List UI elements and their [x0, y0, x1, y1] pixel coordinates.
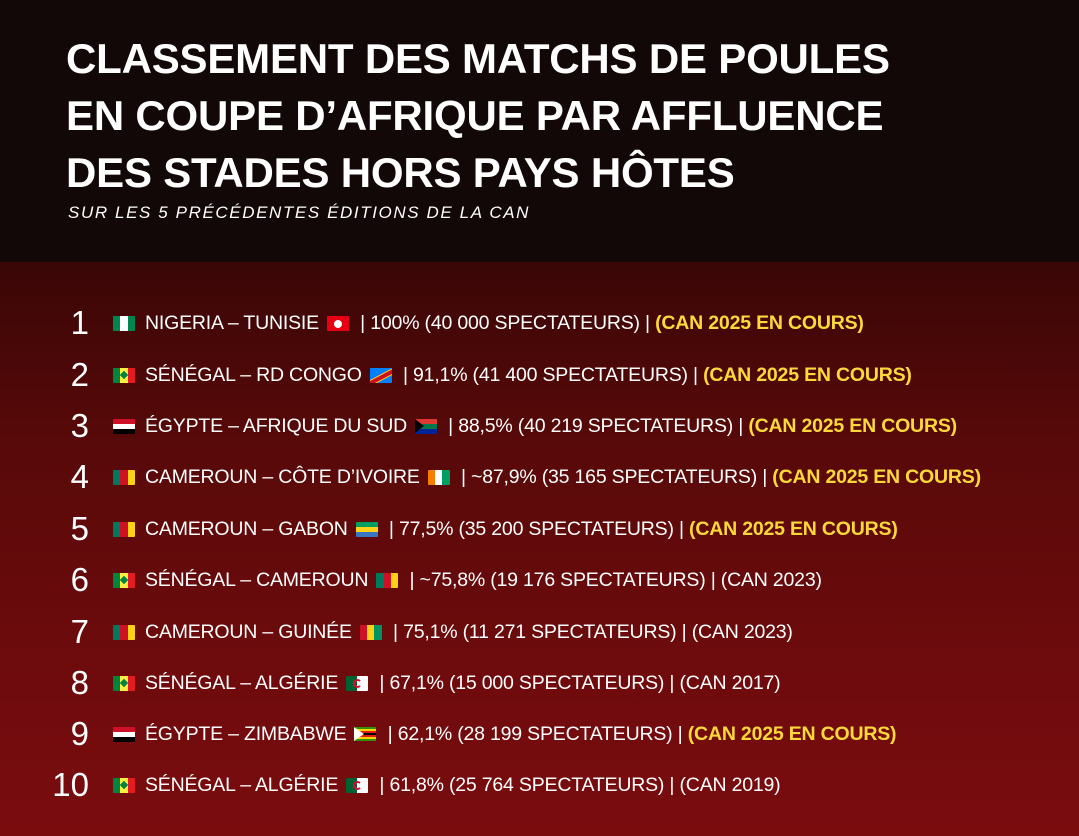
attendance-stats: | 67,1% (15 000 SPECTATEURS) |: [374, 671, 680, 694]
title-line-1: CLASSEMENT DES MATCHS DE POULES: [66, 35, 890, 82]
attendance-stats: | 62,1% (28 199 SPECTATEURS) |: [382, 722, 688, 745]
row-content: SÉNÉGAL – RD CONGO | 91,1% (41 400 SPECT…: [113, 353, 912, 397]
match-label: SÉNÉGAL – CAMEROUN: [145, 568, 369, 591]
edition-label: (CAN 2019): [679, 773, 781, 796]
ranking-row: 2 SÉNÉGAL – RD CONGO | 91,1% (41 400 SPEC…: [0, 353, 1079, 397]
dr-congo-flag-icon: [369, 367, 392, 383]
match-label: SÉNÉGAL – ALGÉRIE: [145, 671, 339, 694]
page-title: CLASSEMENT DES MATCHS DE POULES EN COUPE…: [66, 30, 1066, 201]
attendance-stats: | 88,5% (40 219 SPECTATEURS) |: [442, 414, 749, 437]
zimbabwe-flag-icon: [354, 726, 377, 742]
attendance-stats: | 91,1% (41 400 SPECTATEURS) |: [397, 363, 704, 386]
match-label: ÉGYPTE – AFRIQUE DU SUD: [145, 414, 407, 437]
attendance-stats: | ~87,9% (35 165 SPECTATEURS) |: [455, 465, 773, 488]
edition-label: (CAN 2025 EN COURS): [772, 465, 981, 488]
rank-number: 7: [70, 613, 89, 650]
row-content: CAMEROUN – GUINÉE | 75,1% (11 271 SPECTA…: [113, 610, 793, 654]
match-label: CAMEROUN – GABON: [145, 517, 348, 540]
edition-label: (CAN 2025 EN COURS): [748, 414, 957, 437]
guinea-flag-icon: [359, 624, 382, 640]
rank-number: 1: [70, 304, 89, 341]
edition-label: (CAN 2023): [720, 568, 822, 591]
nigeria-flag-icon: [113, 315, 135, 331]
row-content: CAMEROUN – CÔTE D’IVOIRE | ~87,9% (35 16…: [113, 455, 981, 499]
edition-label: (CAN 2023): [691, 620, 793, 643]
ranking-row: 7 CAMEROUN – GUINÉE | 75,1% (11 271 SPECT…: [0, 610, 1079, 654]
egypt-flag-icon: [113, 726, 135, 742]
ranking-row: 5 CAMEROUN – GABON | 77,5% (35 200 SPECTA…: [0, 507, 1079, 551]
row-content: CAMEROUN – GABON | 77,5% (35 200 SPECTAT…: [113, 507, 898, 551]
row-content: SÉNÉGAL – ALGÉRIE | 61,8% (25 764 SPECTA…: [113, 763, 781, 807]
algeria-flag-icon: [346, 675, 369, 691]
ranking-list: [0, 262, 1079, 836]
senegal-flag-icon: [113, 777, 135, 793]
match-label: SÉNÉGAL – RD CONGO: [145, 363, 362, 386]
rank-number: 5: [70, 510, 89, 547]
cameroon-flag-icon: [113, 469, 135, 485]
header: CLASSEMENT DES MATCHS DE POULES EN COUPE…: [0, 0, 1079, 262]
edition-label: (CAN 2025 EN COURS): [687, 722, 897, 745]
row-content: ÉGYPTE – ZIMBABWE | 62,1% (28 199 SPECTA…: [113, 712, 897, 756]
ranking-row: 1 NIGERIA – TUNISIE | 100% (40 000 SPECTA…: [0, 301, 1079, 345]
cameroon-flag-icon: [376, 572, 399, 588]
row-content: SÉNÉGAL – CAMEROUN | ~75,8% (19 176 SPEC…: [113, 558, 822, 602]
row-content: ÉGYPTE – AFRIQUE DU SUD | 88,5% (40 219 …: [113, 404, 957, 448]
row-content: SÉNÉGAL – ALGÉRIE | 67,1% (15 000 SPECTA…: [113, 661, 781, 705]
ranking-row: 10 SÉNÉGAL – ALGÉRIE | 61,8% (25 764 SPEC…: [0, 763, 1079, 807]
senegal-flag-icon: [113, 572, 135, 588]
edition-label: (CAN 2017): [679, 671, 781, 694]
edition-label: (CAN 2025 EN COURS): [655, 311, 864, 334]
gabon-flag-icon: [355, 521, 378, 537]
row-content: NIGERIA – TUNISIE | 100% (40 000 SPECTAT…: [113, 301, 864, 345]
tunisia-flag-icon: [326, 315, 349, 331]
attendance-stats: | ~75,8% (19 176 SPECTATEURS) |: [404, 568, 721, 591]
senegal-flag-icon: [113, 367, 135, 383]
ranking-row: 8 SÉNÉGAL – ALGÉRIE | 67,1% (15 000 SPECT…: [0, 661, 1079, 705]
rank-number: 8: [70, 664, 89, 701]
rank-number: 4: [70, 458, 89, 495]
rank-number: 2: [70, 356, 89, 393]
egypt-flag-icon: [113, 418, 135, 434]
ranking-row: 6 SÉNÉGAL – CAMEROUN | ~75,8% (19 176 SPE…: [0, 558, 1079, 602]
attendance-stats: | 75,1% (11 271 SPECTATEURS) |: [387, 620, 692, 643]
subtitle: SUR LES 5 PRÉCÉDENTES ÉDITIONS DE LA CAN: [68, 203, 531, 222]
match-label: ÉGYPTE – ZIMBABWE: [145, 722, 347, 745]
ivory-coast-flag-icon: [427, 469, 450, 485]
match-label: CAMEROUN – CÔTE D’IVOIRE: [145, 465, 420, 488]
match-label: SÉNÉGAL – ALGÉRIE: [145, 773, 339, 796]
attendance-stats: | 61,8% (25 764 SPECTATEURS) |: [374, 773, 680, 796]
match-label: NIGERIA – TUNISIE: [145, 311, 319, 334]
cameroon-flag-icon: [113, 521, 135, 537]
attendance-stats: | 100% (40 000 SPECTATEURS) |: [354, 311, 656, 334]
match-label: CAMEROUN – GUINÉE: [145, 620, 352, 643]
south-africa-flag-icon: [414, 418, 437, 434]
rank-number: 9: [70, 715, 89, 752]
cameroon-flag-icon: [113, 624, 135, 640]
attendance-stats: | 77,5% (35 200 SPECTATEURS) |: [383, 517, 690, 540]
title-line-2: EN COUPE D’AFRIQUE PAR AFFLUENCE: [66, 92, 884, 139]
algeria-flag-icon: [346, 777, 369, 793]
rank-number: 6: [70, 561, 89, 598]
senegal-flag-icon: [113, 675, 135, 691]
ranking-row: 4 CAMEROUN – CÔTE D’IVOIRE | ~87,9% (35 1…: [0, 455, 1079, 499]
ranking-row: 3 ÉGYPTE – AFRIQUE DU SUD | 88,5% (40 219…: [0, 404, 1079, 448]
edition-label: (CAN 2025 EN COURS): [703, 363, 912, 386]
rank-number: 10: [52, 766, 89, 803]
rank-number: 3: [70, 407, 89, 444]
ranking-row: 9 ÉGYPTE – ZIMBABWE | 62,1% (28 199 SPECT…: [0, 712, 1079, 756]
edition-label: (CAN 2025 EN COURS): [689, 517, 898, 540]
title-line-3: DES STADES HORS PAYS HÔTES: [66, 149, 735, 196]
